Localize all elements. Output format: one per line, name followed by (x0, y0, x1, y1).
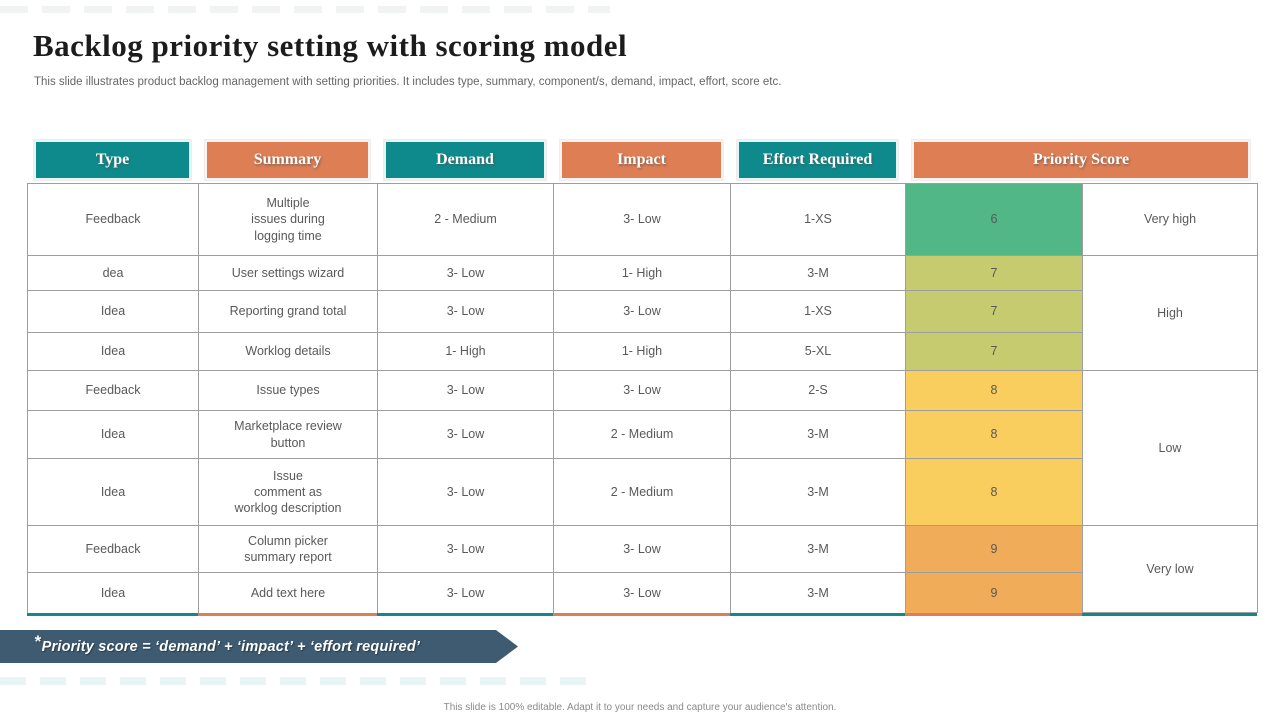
cell-demand: 3- Low (377, 370, 554, 411)
cell-impact: 3- Low (553, 183, 731, 256)
cell-summary: Issue types (198, 370, 378, 411)
stripe-segment (1082, 613, 1257, 616)
cell-type: dea (27, 255, 199, 291)
column-header-label: Priority Score (1032, 151, 1130, 168)
cell-priority-score: 8 (905, 370, 1083, 411)
cell-priority-label: Very low (1082, 525, 1258, 613)
cell-priority-score: 9 (905, 525, 1083, 573)
column-header-label: Summary (253, 151, 322, 168)
cell-impact: 1- High (553, 255, 731, 291)
slide-footer-note: This slide is 100% editable. Adapt it to… (443, 702, 837, 713)
stripe-segment (730, 613, 905, 616)
cell-summary: Add text here (198, 572, 378, 613)
cell-type: Idea (27, 290, 199, 333)
cell-priority-score: 8 (905, 458, 1083, 526)
cell-effort: 3-M (730, 572, 906, 613)
cell-type: Idea (27, 410, 199, 459)
column-header-label: Effort Required (762, 151, 873, 168)
cell-impact: 3- Low (553, 525, 731, 573)
decorative-strip-bottom (0, 677, 600, 685)
stripe-segment (377, 613, 553, 616)
cell-priority-score: 8 (905, 410, 1083, 459)
formula-asterisk: * (34, 631, 41, 651)
cell-priority-score: 7 (905, 290, 1083, 333)
column-header-label: Demand (436, 151, 494, 168)
column-header-priority-score: Priority Score (912, 140, 1250, 180)
table-row: Idea Add text here 3- Low 3- Low 3-M 9 (27, 572, 1258, 613)
cell-effort: 3-M (730, 458, 906, 526)
cell-demand: 3- Low (377, 410, 554, 459)
cell-effort: 1-XS (730, 290, 906, 333)
stripe-segment (27, 613, 198, 616)
table-bottom-stripe (27, 613, 1257, 616)
cell-priority-score: 7 (905, 255, 1083, 291)
cell-impact: 1- High (553, 332, 731, 371)
cell-summary: Worklog details (198, 332, 378, 371)
cell-priority-label: High (1082, 255, 1258, 371)
cell-type: Feedback (27, 183, 199, 256)
cell-summary: Column picker summary report (198, 525, 378, 573)
table-row: Feedback Column picker summary report 3- L… (27, 525, 1258, 613)
table-row: Idea Reporting grand total 3- Low 3- Low 1-X… (27, 290, 1258, 333)
cell-impact: 3- Low (553, 290, 731, 333)
cell-effort: 3-M (730, 255, 906, 291)
column-header-impact: Impact (560, 140, 723, 180)
cell-effort: 3-M (730, 410, 906, 459)
cell-demand: 1- High (377, 332, 554, 371)
table-body: Feedback Multiple issues during logging t… (27, 183, 1258, 613)
cell-demand: 3- Low (377, 525, 554, 573)
cell-effort: 5-XL (730, 332, 906, 371)
table-row: dea User settings wizard 3- Low 1- High 3-M 7… (27, 255, 1258, 371)
cell-type: Feedback (27, 525, 199, 573)
column-header-label: Impact (617, 151, 666, 168)
table-row: Idea Issue comment as worklog description… (27, 458, 1258, 526)
column-header-label: Type (95, 151, 130, 168)
cell-summary: User settings wizard (198, 255, 378, 291)
cell-effort: 2-S (730, 370, 906, 411)
column-header-demand: Demand (384, 140, 546, 180)
cell-priority-score: 7 (905, 332, 1083, 371)
cell-summary: Multiple issues during logging time (198, 183, 378, 256)
cell-priority-score: 9 (905, 572, 1083, 613)
cell-impact: 2 - Medium (553, 410, 731, 459)
cell-summary: Marketplace review button (198, 410, 378, 459)
column-header-summary: Summary (205, 140, 370, 180)
column-header-type: Type (34, 140, 191, 180)
cell-type: Idea (27, 458, 199, 526)
table-row: Feedback Issue types 3- Low 3- Low 2-S 8 Low (27, 370, 1258, 526)
cell-demand: 2 - Medium (377, 183, 554, 256)
cell-priority-label: Very high (1082, 183, 1258, 256)
cell-type: Idea (27, 572, 199, 613)
column-header-effort-required: Effort Required (737, 140, 898, 180)
cell-priority-label: Low (1082, 370, 1258, 526)
stripe-segment (905, 613, 1082, 616)
cell-effort: 3-M (730, 525, 906, 573)
priority-table: Type Summary Demand Impact Effort Required Pr… (27, 140, 1258, 616)
cell-impact: 3- Low (553, 370, 731, 411)
formula-banner: * Priority score = ‘demand’ + ‘impact’ +… (0, 630, 518, 663)
formula-text: Priority score = ‘demand’ + ‘impact’ + ‘… (41, 638, 421, 655)
stripe-segment (198, 613, 377, 616)
decorative-strip-top (0, 6, 610, 13)
cell-demand: 3- Low (377, 572, 554, 613)
table-header-row: Type Summary Demand Impact Effort Required Pr… (27, 140, 1257, 180)
cell-type: Feedback (27, 370, 199, 411)
cell-impact: 2 - Medium (553, 458, 731, 526)
cell-impact: 3- Low (553, 572, 731, 613)
cell-demand: 3- Low (377, 255, 554, 291)
cell-priority-score: 6 (905, 183, 1083, 256)
cell-type: Idea (27, 332, 199, 371)
cell-demand: 3- Low (377, 290, 554, 333)
page-title: Backlog priority setting with scoring mo… (33, 28, 628, 63)
cell-effort: 1-XS (730, 183, 906, 256)
cell-summary: Reporting grand total (198, 290, 378, 333)
cell-demand: 3- Low (377, 458, 554, 526)
slide-subtitle: This slide illustrates product backlog m… (34, 76, 782, 88)
table-row: Idea Marketplace review button 3- Low 2 - M… (27, 410, 1258, 459)
table-row: Feedback Multiple issues during logging t… (27, 183, 1258, 256)
stripe-segment (553, 613, 730, 616)
cell-summary: Issue comment as worklog description (198, 458, 378, 526)
table-row: Idea Worklog details 1- High 1- High 5-XL 7 (27, 332, 1258, 371)
